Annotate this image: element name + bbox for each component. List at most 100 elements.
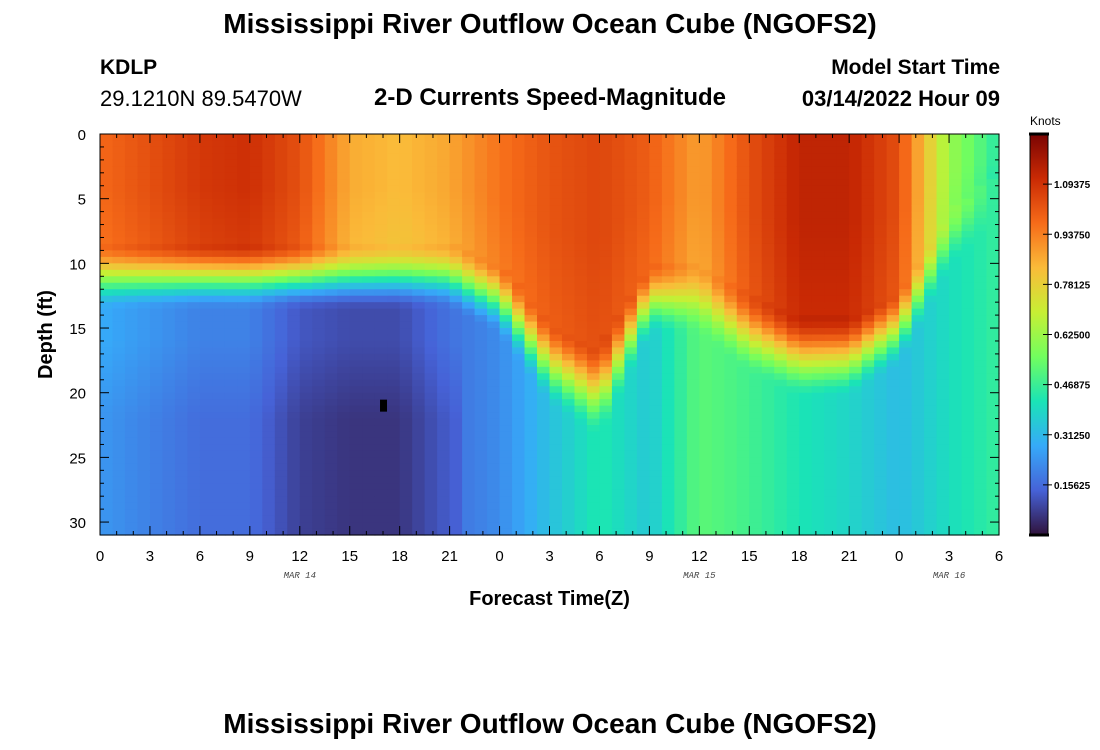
heatmap-cell [699, 328, 713, 336]
heatmap-cell [924, 450, 938, 458]
heatmap-cell [299, 211, 313, 219]
heatmap-cell [362, 231, 376, 239]
heatmap-cell [337, 509, 351, 517]
heatmap-cell [836, 392, 850, 400]
heatmap-cell [949, 470, 963, 478]
heatmap-cell [599, 502, 613, 510]
heatmap-cell [387, 146, 401, 155]
heatmap-cell [349, 366, 363, 374]
heatmap-cell [349, 418, 363, 426]
colorbar-unit-label: Knots [1030, 114, 1061, 128]
heatmap-cell [437, 211, 451, 219]
heatmap-cell [949, 231, 963, 239]
heatmap-cell [437, 315, 451, 323]
heatmap-cell [786, 179, 800, 187]
heatmap-cell [499, 450, 513, 458]
heatmap-cell [337, 457, 351, 465]
heatmap-cell [124, 211, 139, 219]
heatmap-cell [412, 224, 426, 232]
heatmap-cell [224, 224, 238, 232]
heatmap-cell [749, 172, 763, 180]
heatmap-cell [824, 522, 838, 530]
heatmap-cell [711, 476, 725, 484]
heatmap-cell [886, 528, 900, 536]
heatmap-cell [861, 437, 875, 446]
heatmap-cell [100, 295, 114, 303]
heatmap-cell [586, 328, 601, 336]
heatmap-cell [561, 463, 576, 471]
heatmap-cell [674, 250, 688, 258]
heatmap-cell [349, 211, 363, 219]
heatmap-cell [724, 340, 738, 349]
heatmap-cell [736, 192, 750, 200]
heatmap-cell [724, 515, 738, 523]
heatmap-cell [499, 418, 513, 426]
heatmap-cell [449, 522, 463, 530]
heatmap-cell [249, 366, 263, 374]
heatmap-cell [786, 198, 800, 206]
heatmap-cell [799, 399, 813, 407]
heatmap-cell [649, 340, 663, 349]
heatmap-cell [836, 256, 850, 264]
heatmap-cell [961, 237, 975, 245]
heatmap-cell [124, 392, 139, 400]
heatmap-cell [424, 483, 438, 491]
heatmap-cell [524, 166, 538, 174]
heatmap-cell [124, 476, 139, 484]
heatmap-cell [237, 302, 251, 310]
heatmap-cell [761, 218, 775, 226]
heatmap-cell [736, 450, 750, 458]
heatmap-cell [449, 243, 463, 252]
heatmap-cell [512, 470, 526, 478]
heatmap-cell [324, 418, 338, 426]
heatmap-cell [387, 218, 401, 226]
heatmap-cell [849, 250, 863, 258]
heatmap-cell [187, 153, 201, 161]
heatmap-cell [162, 334, 176, 342]
heatmap-cell [599, 211, 613, 219]
heatmap-cell [537, 192, 551, 200]
heatmap-cell [674, 224, 688, 232]
heatmap-cell [886, 373, 900, 381]
heatmap-cell [836, 250, 850, 258]
heatmap-cell [124, 515, 139, 523]
heatmap-cell [174, 321, 189, 329]
heatmap-cell [512, 198, 526, 206]
heatmap-cell [349, 353, 363, 361]
x-tick-label: 21 [441, 548, 458, 565]
heatmap-cell [149, 353, 164, 361]
heatmap-cell [974, 412, 988, 420]
heatmap-cell [574, 483, 588, 491]
heatmap-cell [462, 237, 476, 245]
heatmap-cell [636, 179, 650, 187]
heatmap-cell [112, 489, 126, 497]
heatmap-cell [724, 198, 738, 206]
heatmap-cell [861, 185, 875, 193]
heatmap-cell [599, 450, 613, 458]
heatmap-cell [412, 276, 426, 284]
heatmap-cell [224, 489, 238, 497]
heatmap-cell [199, 373, 213, 381]
heatmap-cell [462, 179, 476, 187]
heatmap-cell [362, 483, 376, 491]
heatmap-cell [512, 256, 526, 264]
heatmap-cell [774, 418, 788, 426]
heatmap-cell [212, 224, 226, 232]
heatmap-cell [274, 347, 288, 355]
heatmap-cell [624, 302, 638, 310]
heatmap-cell [749, 496, 763, 504]
heatmap-cell [911, 263, 925, 271]
heatmap-cell [487, 392, 501, 400]
heatmap-cell [886, 153, 900, 161]
heatmap-cell [986, 360, 1000, 368]
heatmap-cell [137, 470, 151, 478]
heatmap-cell [187, 373, 201, 381]
heatmap-cell [387, 483, 401, 491]
heatmap-cell [187, 231, 201, 239]
heatmap-cell [162, 308, 176, 316]
heatmap-cell [349, 302, 363, 310]
heatmap-cell [462, 243, 476, 252]
heatmap-cell [387, 386, 401, 394]
heatmap-cell [586, 159, 601, 167]
heatmap-cell [224, 269, 238, 277]
